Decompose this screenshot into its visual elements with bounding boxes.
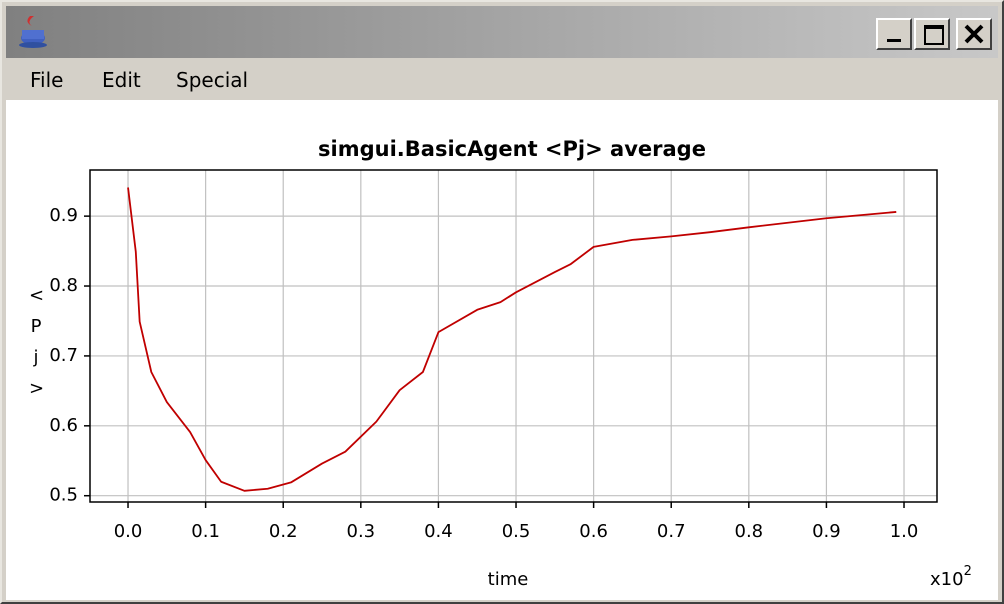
menu-item[interactable]: Special — [176, 68, 249, 92]
x-tick-label: 0.6 — [579, 521, 608, 542]
menu-item[interactable]: Edit — [102, 68, 141, 92]
data-line — [127, 187, 897, 492]
y-axis-label: <Pj> — [29, 285, 45, 399]
x-tick-label: 0.0 — [114, 521, 143, 542]
x-multiplier-base: x10 — [930, 569, 964, 590]
y-tick-label: 0.8 — [49, 275, 78, 296]
maximize-button[interactable] — [914, 18, 950, 50]
x-tick-label: 0.5 — [502, 521, 531, 542]
x-tick-label: 1.0 — [890, 521, 919, 542]
plot-frame — [89, 169, 938, 503]
menu-item[interactable]: File — [30, 68, 64, 92]
x-tick-label: 0.8 — [735, 521, 764, 542]
x-multiplier-exponent: 2 — [964, 564, 972, 579]
x-multiplier: x102 — [930, 564, 972, 591]
x-tick-label: 0.3 — [347, 521, 376, 542]
y-tick-label: 0.9 — [49, 205, 78, 226]
x-tick-label: 0.1 — [191, 521, 220, 542]
x-tick-label: 0.7 — [657, 521, 686, 542]
y-tick-label: 0.7 — [49, 345, 78, 366]
close-button[interactable] — [956, 18, 992, 50]
x-tick-label: 0.2 — [269, 521, 298, 542]
java-icon — [19, 16, 47, 48]
menu-bar: File Edit Special — [6, 60, 998, 98]
y-tick-label: 0.6 — [49, 415, 78, 436]
x-tick-label: 0.4 — [424, 521, 453, 542]
minimize-button[interactable] — [876, 18, 912, 50]
chart-title: simgui.BasicAgent <Pj> average — [318, 137, 706, 161]
x-axis-label: time — [488, 569, 529, 590]
chart-panel: simgui.BasicAgent <Pj> average time x102… — [6, 100, 998, 600]
title-bar — [6, 6, 998, 58]
y-tick-label: 0.5 — [49, 485, 78, 506]
x-tick-label: 0.9 — [812, 521, 841, 542]
chart: simgui.BasicAgent <Pj> average time x102… — [49, 137, 972, 591]
